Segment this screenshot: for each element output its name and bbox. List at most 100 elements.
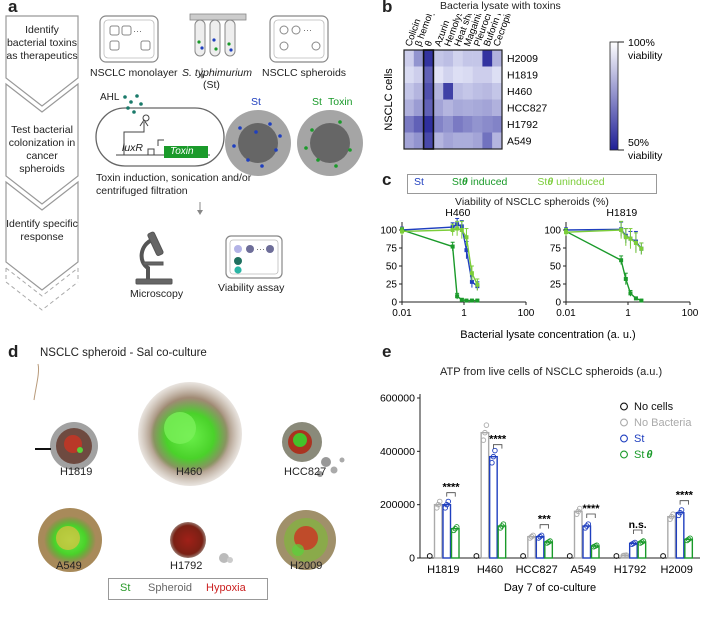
- atp-bar: [544, 541, 554, 559]
- dose-point: [639, 298, 644, 303]
- dose-point: [623, 276, 628, 281]
- heatmap-colorbar: [609, 41, 619, 151]
- atp-point: [585, 521, 591, 527]
- spheroid-label-h2009: H2009: [290, 560, 323, 572]
- heatmap-cell: [443, 83, 454, 100]
- atp-significance-label: ***: [538, 514, 552, 526]
- heatmap-cell: [433, 99, 444, 117]
- heatmap-cell: [433, 66, 444, 84]
- heatmap-row-label: H2009: [507, 53, 538, 65]
- dose-x-tick-label: 1: [625, 308, 631, 319]
- atp-point: [660, 553, 666, 559]
- heatmap-cell: [492, 99, 503, 117]
- test-tubes-icon: [189, 13, 247, 57]
- microscope-icon: [135, 231, 173, 285]
- atp-bar: [684, 538, 694, 559]
- heatmap-cell: [462, 132, 473, 150]
- atp-point: [443, 501, 450, 508]
- dose-point: [464, 235, 469, 240]
- svg-text:···: ···: [303, 25, 312, 35]
- atp-category-label: H1819: [427, 564, 459, 576]
- heatmap-cell: [423, 116, 434, 133]
- microscopy-title: NSCLC spheroid - Sal co-culture: [40, 347, 207, 359]
- colorbar-top-label2: viability: [628, 50, 663, 62]
- dose-point: [623, 235, 628, 240]
- panel-label-d: d: [8, 342, 19, 361]
- atp-point: [480, 437, 487, 443]
- dose-chart-title: H460: [445, 207, 470, 219]
- atp-point: [520, 553, 526, 559]
- heatmap-cell: [413, 66, 424, 84]
- step-label-3: Identify specific response: [6, 218, 78, 243]
- heatmap-cell: [492, 116, 503, 133]
- dose-ylabel: Viability of NSCLC spheroids (%): [455, 196, 609, 208]
- atp-point: [687, 535, 693, 541]
- monolayer-label: NSCLC monolayer: [90, 67, 178, 79]
- heatmap-cell: [413, 83, 424, 100]
- atp-point: [473, 553, 480, 559]
- atp-bar: [667, 515, 677, 559]
- dose-y-tick-label: 100: [544, 226, 561, 237]
- heatmap-cell: [482, 50, 493, 67]
- heatmap-title: Bacteria lysate with toxins: [440, 0, 561, 12]
- heatmap-cell: [472, 132, 483, 150]
- dose-y-tick-label: 25: [550, 280, 562, 291]
- heatmap-cell: [453, 50, 463, 67]
- atp-legend-label: No cells: [634, 401, 674, 413]
- heatmap-cell: [413, 132, 424, 150]
- heatmap-cell: [472, 50, 483, 67]
- step-chevron-1: [5, 15, 79, 107]
- atp-bar: [590, 545, 600, 559]
- ahl-label: AHL: [100, 92, 120, 103]
- heatmap-cell: [404, 66, 414, 84]
- spheroid-images: [33, 363, 345, 572]
- heatmap-row-label: A549: [507, 135, 532, 147]
- dose-point: [400, 229, 404, 234]
- heatmap-cell: [492, 83, 503, 100]
- atp-significance-label: ****: [489, 434, 507, 446]
- heatmap-cell: [472, 83, 483, 100]
- spheroid-a549: [38, 508, 102, 572]
- atp-bar: [675, 511, 685, 559]
- theta-symbol: θ: [646, 449, 652, 461]
- atp-significance-bracket: [539, 524, 549, 529]
- dose-point: [469, 298, 474, 303]
- atp-legend-marker: [620, 450, 628, 459]
- panel-label-a: a: [8, 0, 18, 16]
- atp-category-label: H2009: [660, 564, 692, 576]
- dose-point: [475, 282, 480, 287]
- atp-point: [547, 538, 553, 544]
- atp-category-label: H1792: [614, 564, 646, 576]
- atp-significance-label: n.s.: [629, 519, 647, 531]
- atp-title: ATP from live cells of NSCLC spheroids (…: [440, 366, 663, 378]
- heatmap-cell: [443, 132, 454, 150]
- spheroid-h1819: [33, 363, 98, 470]
- luxr-label: luxR: [122, 142, 144, 154]
- dose-point: [464, 248, 469, 253]
- spheroid-hcc827: [282, 422, 345, 477]
- atp-point: [685, 536, 692, 543]
- heatmap-cell: [482, 66, 493, 84]
- dose-point: [619, 228, 624, 232]
- heatmap-cell: [472, 66, 483, 84]
- atp-category-label: HCC827: [516, 564, 558, 576]
- atp-point: [623, 552, 630, 558]
- viability-plate-icon: [225, 235, 283, 279]
- microscopy-label: Microscopy: [130, 288, 184, 300]
- atp-point: [453, 524, 460, 530]
- heatmap-cell: [433, 132, 444, 150]
- heatmap-cell: [443, 50, 454, 67]
- atp-point: [490, 453, 497, 460]
- colorbar-bottom-label2: viability: [628, 150, 663, 162]
- heatmap-cell: [462, 50, 473, 67]
- spheroid-h1792: [170, 522, 233, 563]
- dose-legend-item: St: [414, 176, 424, 188]
- dose-legend-item: Stθ induced: [451, 176, 508, 188]
- atp-y-tick-label: 200000: [380, 499, 415, 511]
- atp-point: [434, 505, 440, 511]
- heatmap-cell: [482, 132, 493, 150]
- atp-point: [426, 553, 433, 559]
- heatmap-row-label: H460: [507, 86, 532, 98]
- atp-point: [566, 553, 573, 559]
